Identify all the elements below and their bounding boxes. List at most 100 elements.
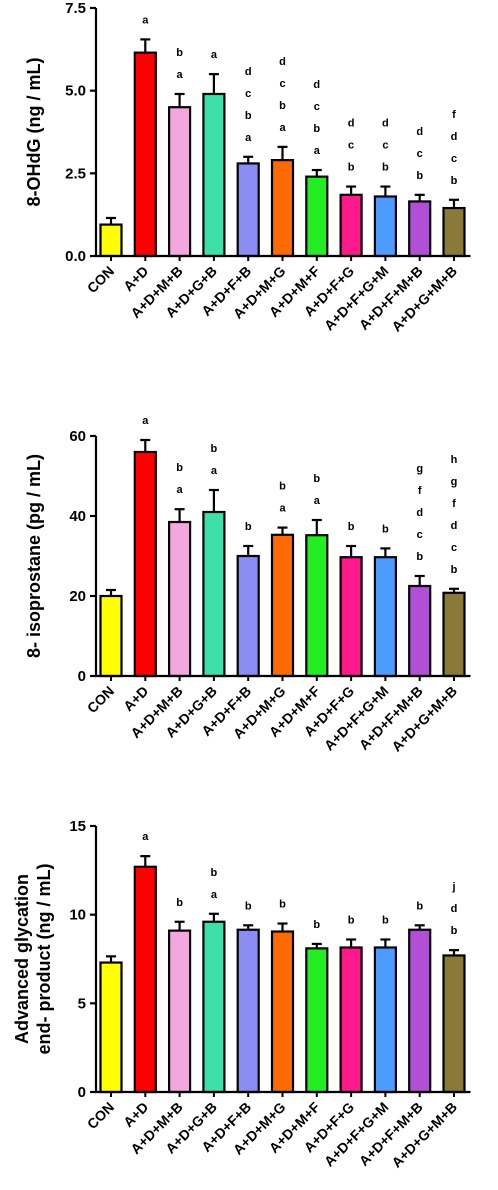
bar <box>339 556 363 678</box>
significance-label: c <box>417 529 423 541</box>
bar <box>373 195 397 258</box>
y-tick-label: 5 <box>78 995 86 1012</box>
significance-label: b <box>279 899 286 911</box>
bar <box>236 928 260 1094</box>
significance-label: a <box>279 503 286 515</box>
significance-label: b <box>451 564 458 576</box>
significance-label: d <box>382 118 389 130</box>
significance-label: c <box>348 140 354 152</box>
significance-label: a <box>314 495 321 507</box>
bar <box>305 534 329 678</box>
chart-advanced-glycation: CONaA+DbA+D+M+BabA+D+G+BbA+D+F+BbA+D+M+G… <box>12 818 471 1171</box>
significance-label: b <box>451 175 458 187</box>
bar <box>99 961 123 1094</box>
significance-label: b <box>382 523 389 535</box>
bar <box>99 594 123 678</box>
significance-label: d <box>348 118 355 130</box>
y-tick-label: 10 <box>69 907 86 924</box>
significance-label: b <box>382 914 389 926</box>
significance-label: b <box>416 551 423 563</box>
significance-label: d <box>245 66 252 78</box>
category-label: CON <box>84 1099 117 1132</box>
significance-label: b <box>416 900 423 912</box>
bar <box>373 946 397 1094</box>
y-tick-label: 20 <box>69 588 86 605</box>
significance-label: a <box>314 145 321 157</box>
bar <box>442 591 466 678</box>
significance-label: a <box>142 14 149 26</box>
significance-label: a <box>211 49 218 61</box>
significance-label: d <box>416 126 423 138</box>
significance-label: c <box>279 78 285 90</box>
significance-label: b <box>279 481 286 493</box>
y-tick-label: 2.5 <box>65 165 86 182</box>
significance-label: d <box>451 520 458 532</box>
significance-label: b <box>279 100 286 112</box>
significance-label: b <box>176 897 183 909</box>
category-label: CON <box>84 263 117 296</box>
y-tick-label: 0.0 <box>65 248 86 265</box>
significance-label: b <box>211 443 218 455</box>
bar <box>270 930 295 1094</box>
significance-label: d <box>451 131 458 143</box>
significance-label: d <box>416 507 423 519</box>
y-axis-title: Advanced glycation <box>12 874 32 1044</box>
bar <box>305 947 329 1094</box>
bar <box>133 450 157 678</box>
significance-label: a <box>211 465 218 477</box>
significance-label: b <box>313 473 320 485</box>
y-tick-label: 60 <box>69 428 86 445</box>
bar <box>408 928 432 1094</box>
category-label: CON <box>84 683 117 716</box>
bar <box>408 200 432 258</box>
significance-label: b <box>313 919 320 931</box>
significance-label: b <box>211 867 218 879</box>
bar <box>270 159 295 258</box>
bar <box>270 533 295 678</box>
significance-label: c <box>451 542 457 554</box>
significance-label: h <box>451 454 458 466</box>
y-tick-label: 7.5 <box>65 0 86 17</box>
significance-label: b <box>176 462 183 474</box>
significance-label: b <box>382 162 389 174</box>
y-tick-label: 0 <box>78 1084 86 1101</box>
bar <box>442 206 466 258</box>
significance-label: b <box>176 47 183 59</box>
significance-label: b <box>348 521 355 533</box>
bar <box>339 193 363 258</box>
significance-label: f <box>452 498 456 510</box>
bar <box>99 223 123 258</box>
significance-label: b <box>245 900 252 912</box>
significance-label: g <box>416 463 423 475</box>
bar <box>339 946 363 1094</box>
bar <box>236 554 260 678</box>
significance-label: a <box>142 831 149 843</box>
y-axis-title: 8- isoprostane (pg / mL) <box>24 454 44 658</box>
significance-label: b <box>451 925 458 937</box>
bar <box>408 584 432 678</box>
chart-8-isoprostane: CONaA+DabA+D+M+BabA+D+G+BbA+D+F+BabA+D+M… <box>24 415 471 755</box>
significance-label: a <box>177 484 184 496</box>
significance-label: b <box>313 123 320 135</box>
chart-8-ohdg: CONaA+DabA+D+M+BaA+D+G+BabcdA+D+F+BabcdA… <box>24 0 471 335</box>
significance-label: j <box>451 881 455 893</box>
bar <box>168 520 192 678</box>
y-axis-title: end- product (ng / mL) <box>34 864 54 1055</box>
significance-label: c <box>451 153 457 165</box>
bar <box>373 556 397 678</box>
y-tick-label: 15 <box>69 818 86 835</box>
bar <box>305 175 329 258</box>
significance-label: a <box>142 415 149 427</box>
significance-label: c <box>314 101 320 113</box>
significance-label: b <box>348 914 355 926</box>
significance-label: d <box>451 903 458 915</box>
significance-label: c <box>245 88 251 100</box>
y-tick-label: 0 <box>78 668 86 685</box>
y-tick-label: 5.0 <box>65 83 86 100</box>
bar <box>133 51 157 258</box>
significance-label: b <box>416 170 423 182</box>
significance-label: b <box>245 521 252 533</box>
significance-label: f <box>452 109 456 121</box>
significance-label: b <box>245 110 252 122</box>
